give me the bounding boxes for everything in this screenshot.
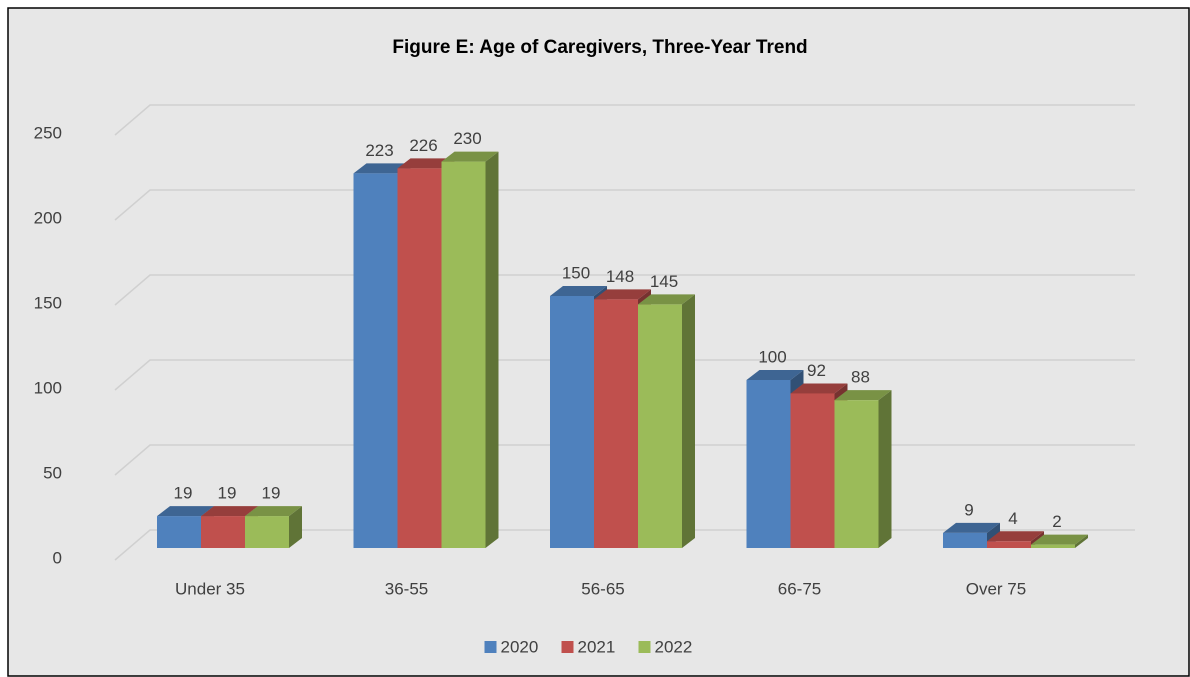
bar-top (987, 531, 1044, 542)
data-label: 88 (851, 368, 870, 387)
data-label: 2 (1052, 512, 1061, 531)
bar-side (289, 506, 302, 548)
bar-top (245, 506, 302, 517)
data-label: 19 (262, 484, 281, 503)
bar-top (353, 163, 411, 174)
grid-line (114, 274, 1135, 306)
bar-top (550, 286, 607, 296)
bar-side (878, 390, 892, 548)
y-tick-label: 100 (34, 378, 62, 397)
bar-top (1031, 534, 1088, 545)
bar-top (943, 522, 1000, 533)
legend-swatch (561, 641, 574, 653)
y-tick-label: 200 (34, 208, 62, 227)
x-tick-label: 66-75 (778, 579, 821, 598)
data-label: 223 (365, 141, 393, 160)
bar (441, 161, 486, 548)
x-tick-label: Under 35 (175, 579, 245, 598)
data-label: 226 (409, 136, 437, 155)
legend-swatch (638, 641, 651, 653)
bar-top (201, 506, 258, 517)
bar-side (682, 294, 695, 548)
bar (638, 304, 682, 548)
bar (594, 299, 638, 548)
legend-label: 2021 (578, 637, 616, 656)
chart-title: Figure E: Age of Caregivers, Three-Year … (392, 37, 807, 58)
bar (834, 400, 879, 548)
y-tick-label: 50 (43, 463, 62, 482)
grid-line (114, 359, 1135, 391)
bar-top (834, 390, 892, 401)
bar (790, 393, 835, 548)
y-tick-label: 250 (34, 123, 62, 142)
bar (746, 380, 791, 548)
data-label: 19 (174, 484, 193, 503)
x-tick-label: 56-65 (581, 579, 624, 598)
data-label: 92 (807, 361, 826, 380)
legend-label: 2022 (655, 637, 693, 656)
y-tick-label: 0 (53, 548, 62, 567)
y-tick-label: 150 (34, 293, 62, 312)
data-label: 145 (650, 272, 678, 291)
grid-line (114, 104, 1135, 136)
bar (550, 296, 594, 548)
bar (987, 541, 1031, 548)
bar-top (790, 383, 848, 394)
legend-label: 2020 (501, 637, 539, 656)
bar (1031, 544, 1075, 548)
bar-top (594, 289, 651, 300)
data-label: 19 (218, 484, 237, 503)
bar-top (157, 506, 214, 517)
legend-swatch (484, 641, 497, 653)
bar-top (441, 151, 499, 162)
bar (201, 516, 245, 548)
data-label: 150 (562, 263, 590, 282)
bar-top (746, 370, 804, 380)
bar-top (397, 158, 455, 169)
data-label: 148 (606, 267, 634, 286)
grid-line (114, 189, 1135, 221)
x-tick-label: 36-55 (385, 579, 428, 598)
bar-top (638, 294, 695, 305)
bar (943, 532, 987, 548)
data-label: 230 (453, 129, 481, 148)
bar-side (485, 151, 499, 548)
bar (353, 173, 398, 549)
data-label: 4 (1008, 509, 1017, 528)
data-label: 100 (758, 347, 786, 366)
bar-side (1075, 534, 1088, 548)
bar (245, 516, 289, 548)
bar (397, 168, 442, 548)
data-label: 9 (964, 500, 973, 519)
x-tick-label: Over 75 (966, 579, 1026, 598)
bar (157, 516, 201, 548)
